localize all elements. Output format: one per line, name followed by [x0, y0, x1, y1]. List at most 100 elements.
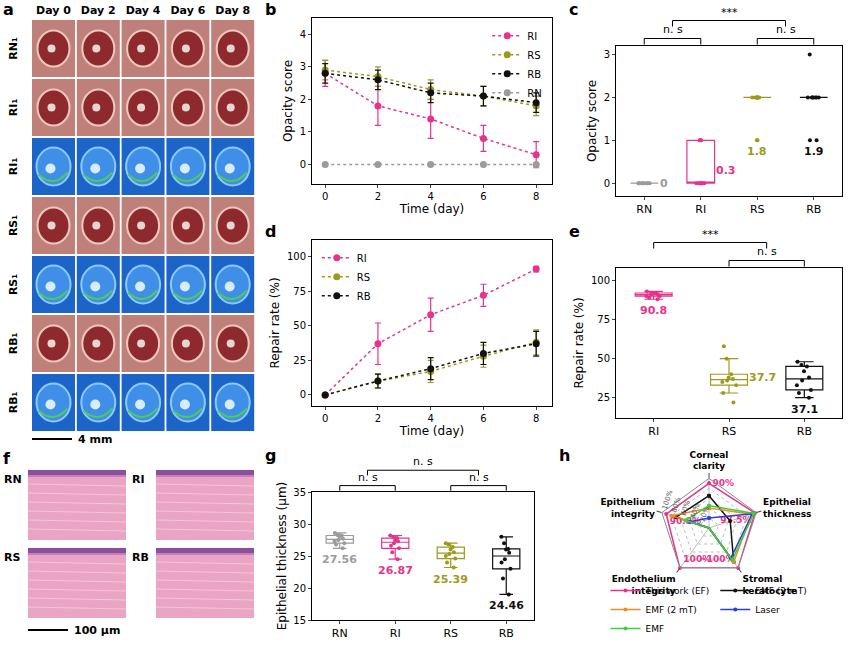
svg-text:RS: RS: [4, 551, 20, 564]
svg-text:2: 2: [300, 94, 306, 105]
svg-text:RN₁: RN₁: [7, 37, 20, 60]
svg-text:Day 2: Day 2: [81, 4, 116, 17]
svg-text:RB: RB: [527, 69, 541, 80]
svg-text:RB: RB: [499, 627, 514, 640]
svg-text:25: 25: [293, 551, 306, 562]
svg-text:100: 100: [591, 275, 610, 286]
svg-text:~100%: ~100%: [699, 554, 734, 564]
svg-text:24.46: 24.46: [489, 599, 524, 612]
svg-text:RN: RN: [4, 473, 22, 486]
svg-text:8: 8: [533, 413, 539, 424]
svg-text:Time (day): Time (day): [399, 424, 465, 438]
svg-text:n. s: n. s: [663, 23, 683, 36]
svg-text:100: 100: [287, 251, 306, 262]
svg-text:0: 0: [300, 389, 306, 400]
svg-text:Epitheliumintegrity: Epitheliumintegrity: [600, 497, 655, 519]
svg-text:***: ***: [702, 228, 719, 241]
svg-text:EMF: EMF: [646, 624, 665, 634]
svg-text:0: 0: [322, 191, 328, 202]
svg-text:0: 0: [322, 413, 328, 424]
svg-text:8: 8: [533, 191, 539, 202]
svg-text:20%: 20%: [698, 505, 711, 523]
svg-text:n. s: n. s: [757, 245, 777, 258]
svg-text:97.5%: 97.5%: [720, 515, 751, 525]
svg-text:80%: 80%: [670, 496, 683, 514]
svg-text:RI₁: RI₁: [7, 158, 20, 176]
svg-text:RB: RB: [357, 291, 371, 302]
svg-text:n. s: n. s: [469, 471, 489, 484]
svg-text:Day 0: Day 0: [36, 4, 71, 17]
svg-text:90.8%: 90.8%: [670, 516, 701, 526]
svg-text:4: 4: [427, 191, 433, 202]
svg-text:37.7: 37.7: [749, 371, 776, 384]
svg-text:4 mm: 4 mm: [78, 433, 112, 446]
svg-text:1: 1: [604, 135, 610, 146]
svg-text:a: a: [3, 0, 14, 19]
svg-text:0.3: 0.3: [716, 164, 736, 177]
svg-text:RB₁: RB₁: [7, 391, 20, 413]
svg-text:20: 20: [293, 583, 306, 594]
svg-text:n. s: n. s: [776, 23, 796, 36]
svg-text:Repair rate (%): Repair rate (%): [572, 297, 586, 388]
svg-text:f: f: [3, 450, 11, 468]
svg-text:RN: RN: [527, 88, 541, 99]
svg-text:RB: RB: [806, 203, 821, 216]
svg-text:2: 2: [375, 191, 381, 202]
svg-text:25: 25: [597, 392, 610, 403]
svg-text:40%: 40%: [689, 502, 702, 520]
svg-text:n. s: n. s: [358, 471, 378, 484]
svg-text:3: 3: [300, 61, 306, 72]
svg-text:EMF (2 mT): EMF (2 mT): [646, 605, 697, 615]
svg-text:RS₁: RS₁: [7, 215, 20, 236]
svg-text:Epithelialthickness: Epithelialthickness: [763, 497, 811, 519]
svg-text:RI: RI: [695, 203, 706, 216]
svg-text:EMF (2 mT): EMF (2 mT): [755, 586, 806, 596]
svg-text:RI₁: RI₁: [7, 99, 20, 117]
svg-text:90.8: 90.8: [640, 304, 667, 317]
svg-text:Day 8: Day 8: [215, 4, 250, 17]
svg-text:25: 25: [293, 355, 306, 366]
svg-text:***: ***: [721, 6, 738, 19]
svg-text:100%: 100%: [661, 489, 675, 511]
svg-text:6: 6: [480, 191, 486, 202]
svg-text:0: 0: [660, 177, 668, 190]
svg-text:RS: RS: [443, 627, 458, 640]
svg-text:RS₁: RS₁: [7, 274, 20, 295]
svg-text:15: 15: [293, 615, 306, 626]
svg-text:RI: RI: [527, 31, 537, 42]
svg-text:RN: RN: [332, 627, 348, 640]
svg-text:4: 4: [300, 29, 306, 40]
svg-text:75: 75: [597, 314, 610, 325]
svg-text:Opacity score: Opacity score: [585, 80, 599, 162]
svg-text:2: 2: [375, 413, 381, 424]
svg-text:3: 3: [604, 49, 610, 60]
svg-text:100%: 100%: [683, 554, 711, 564]
svg-text:90%: 90%: [713, 478, 735, 488]
svg-text:RN: RN: [636, 203, 652, 216]
svg-text:6: 6: [480, 413, 486, 424]
svg-text:Cornealclarity: Cornealclarity: [690, 450, 729, 472]
svg-text:RB₁: RB₁: [7, 332, 20, 354]
svg-text:60%: 60%: [680, 499, 693, 517]
svg-text:27.56: 27.56: [322, 553, 357, 566]
svg-text:Day 4: Day 4: [126, 4, 161, 17]
svg-text:50: 50: [597, 353, 610, 364]
svg-text:Epithelial thickness (μm): Epithelial thickness (μm): [275, 482, 289, 631]
svg-text:RS: RS: [722, 425, 737, 438]
svg-text:Repair rate (%): Repair rate (%): [268, 277, 282, 368]
svg-text:37.1: 37.1: [791, 403, 818, 416]
svg-text:RI: RI: [390, 627, 401, 640]
svg-text:0: 0: [604, 178, 610, 189]
svg-text:RS: RS: [357, 272, 370, 283]
svg-text:This work (EF): This work (EF): [645, 586, 710, 596]
svg-text:RI: RI: [132, 473, 145, 486]
svg-text:25.39: 25.39: [433, 573, 468, 586]
svg-text:75: 75: [293, 286, 306, 297]
svg-text:2: 2: [604, 92, 610, 103]
svg-text:35: 35: [293, 487, 306, 498]
svg-text:RB: RB: [132, 551, 149, 564]
svg-text:1.9: 1.9: [804, 145, 824, 158]
svg-text:RI: RI: [357, 253, 367, 264]
svg-text:1: 1: [300, 126, 306, 137]
svg-text:30: 30: [293, 519, 306, 530]
